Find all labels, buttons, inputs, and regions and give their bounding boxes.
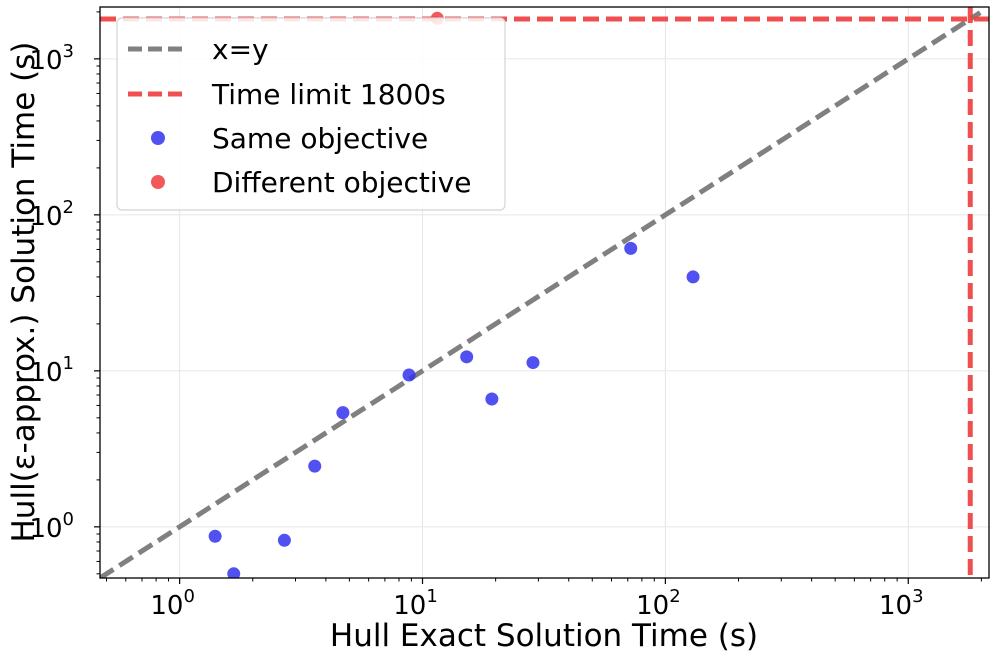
legend-label-time-limit: Time limit 1800s bbox=[211, 78, 446, 111]
x-tick-label: 101 bbox=[393, 586, 438, 621]
same-objective-point bbox=[402, 368, 416, 382]
legend-label-xy: x=y bbox=[212, 33, 269, 66]
y-axis-title: Hull(ε-approx.) Solution Time (s) bbox=[6, 42, 42, 543]
x-tick-label: 102 bbox=[636, 586, 681, 621]
x-tick-label: 103 bbox=[879, 586, 924, 621]
y-tick-label: 102 bbox=[29, 197, 74, 232]
y-tick-label: 100 bbox=[29, 509, 74, 544]
same-objective-point bbox=[277, 533, 291, 547]
legend-marker-different bbox=[151, 175, 165, 189]
y-tick-label: 101 bbox=[29, 353, 74, 388]
same-objective-point bbox=[460, 350, 474, 364]
axis-ticks: 100 101 102 103 100 101 102 103 bbox=[29, 11, 982, 621]
diagonal-reference-line bbox=[100, 10, 982, 578]
legend-box bbox=[116, 17, 506, 211]
same-objective-point bbox=[526, 356, 540, 370]
x-axis-title: Hull Exact Solution Time (s) bbox=[330, 618, 758, 654]
same-objective-point bbox=[686, 270, 700, 284]
plot-frame bbox=[99, 6, 990, 579]
legend-marker-same bbox=[151, 131, 165, 145]
same-objective-point bbox=[336, 406, 350, 420]
same-objective-point bbox=[485, 392, 499, 406]
same-objective-point bbox=[208, 529, 222, 543]
same-objective-point bbox=[308, 459, 322, 473]
legend-label-different: Different objective bbox=[212, 166, 471, 199]
x-tick-label: 100 bbox=[150, 586, 195, 621]
legend: x=y Time limit 1800s Same objective Diff… bbox=[116, 17, 506, 211]
y-tick-label: 103 bbox=[29, 41, 74, 76]
same-objective-point bbox=[624, 241, 638, 255]
same-objective-point bbox=[227, 567, 241, 578]
legend-label-same: Same objective bbox=[212, 122, 428, 155]
